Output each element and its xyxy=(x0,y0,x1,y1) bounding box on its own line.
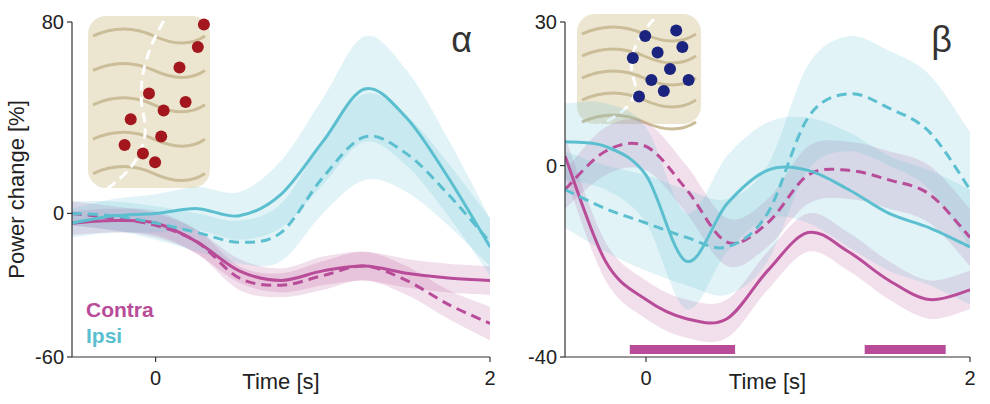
y-tick-label: 80 xyxy=(42,11,64,33)
legend-entry: Contra xyxy=(86,298,154,321)
x-tick xyxy=(645,357,646,362)
error-band xyxy=(565,36,970,296)
x-axis-title: Time [s] xyxy=(729,369,806,394)
plot-area xyxy=(565,36,970,354)
line xyxy=(72,220,490,280)
y-tick xyxy=(560,21,565,22)
error-band xyxy=(72,93,490,266)
x-tick xyxy=(489,357,490,362)
x-tick-label: 0 xyxy=(150,367,161,389)
x-tick xyxy=(155,357,156,362)
y-axis xyxy=(564,22,565,357)
y-tick-label: 30 xyxy=(535,11,557,33)
x-tick xyxy=(969,357,970,362)
y-tick-label: -40 xyxy=(528,346,557,368)
x-axis xyxy=(565,356,970,357)
x-axis xyxy=(72,356,490,357)
y-tick-label: 0 xyxy=(546,155,557,177)
panel: -40 0 30 0 2 Time [s] β xyxy=(528,11,975,394)
y-tick xyxy=(560,356,565,357)
significance-bar xyxy=(630,345,735,354)
y-tick xyxy=(67,356,72,357)
y-axis xyxy=(71,22,72,357)
line xyxy=(565,94,970,248)
line xyxy=(565,143,970,243)
y-tick-label: 0 xyxy=(53,202,64,224)
y-tick xyxy=(67,213,72,214)
legend-entry: Ipsi xyxy=(86,324,122,347)
x-axis-title: Time [s] xyxy=(242,369,319,394)
figure: -60 0 80 0 2 Time [s] Power change [%] α Contra I… xyxy=(0,0,990,404)
y-axis-title: Power change [%] xyxy=(4,100,29,279)
plot-area xyxy=(72,36,490,341)
line xyxy=(72,88,490,246)
line xyxy=(565,156,970,323)
y-tick xyxy=(560,165,565,166)
panel-title: α xyxy=(451,19,472,60)
x-tick-label: 0 xyxy=(640,367,651,389)
line xyxy=(72,136,490,242)
y-tick xyxy=(67,21,72,22)
x-tick-label: 2 xyxy=(484,367,495,389)
line xyxy=(565,142,970,262)
x-tick-label: 2 xyxy=(964,367,975,389)
brain-inset xyxy=(88,16,210,193)
error-band xyxy=(72,36,490,276)
panel: -60 0 80 0 2 Time [s] Power change [%] α Contra I… xyxy=(4,11,496,394)
panel-title: β xyxy=(931,19,952,60)
y-tick-label: -60 xyxy=(35,346,64,368)
line xyxy=(72,213,490,323)
significance-bar xyxy=(865,345,946,354)
